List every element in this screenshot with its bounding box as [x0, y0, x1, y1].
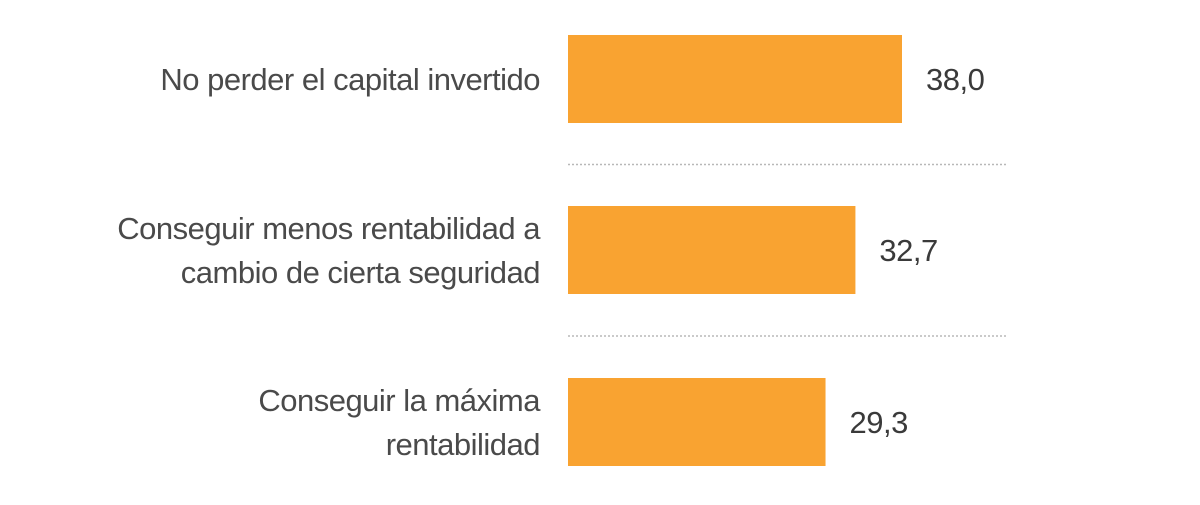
- category-label-2-line-2: cambio de cierta seguridad: [181, 255, 540, 290]
- bar-3: [568, 378, 826, 466]
- category-label-2-line-1: Conseguir menos rentabilidad a: [117, 211, 541, 246]
- category-label-1: No perder el capital invertido: [160, 62, 540, 97]
- value-label-2: 32,7: [879, 233, 937, 268]
- category-label-3-line-1: Conseguir la máxima: [258, 383, 541, 418]
- category-label-3-line-2: rentabilidad: [386, 427, 540, 462]
- bar-2: [568, 206, 856, 294]
- value-label-1: 38,0: [926, 62, 985, 97]
- value-label-3: 29,3: [850, 405, 908, 440]
- bar-1: [568, 35, 902, 123]
